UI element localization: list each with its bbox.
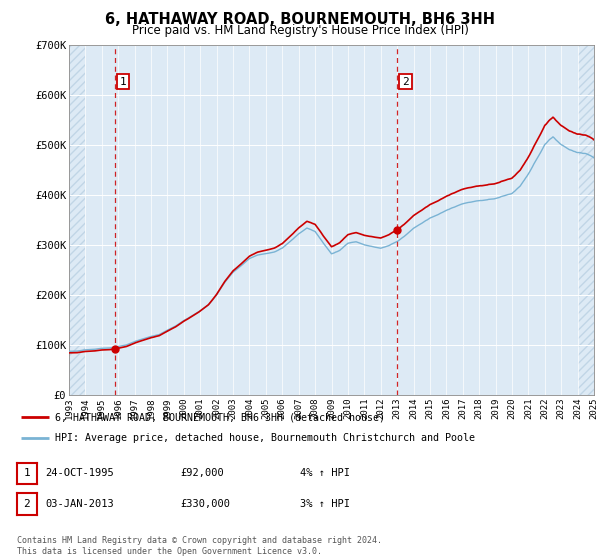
Text: Contains HM Land Registry data © Crown copyright and database right 2024.
This d: Contains HM Land Registry data © Crown c…	[17, 536, 382, 556]
Text: 1: 1	[23, 468, 30, 478]
Text: 24-OCT-1995: 24-OCT-1995	[45, 468, 114, 478]
Text: £92,000: £92,000	[180, 468, 224, 478]
Text: 3% ↑ HPI: 3% ↑ HPI	[300, 499, 350, 509]
Text: 4% ↑ HPI: 4% ↑ HPI	[300, 468, 350, 478]
Text: 6, HATHAWAY ROAD, BOURNEMOUTH, BH6 3HH: 6, HATHAWAY ROAD, BOURNEMOUTH, BH6 3HH	[105, 12, 495, 27]
Text: HPI: Average price, detached house, Bournemouth Christchurch and Poole: HPI: Average price, detached house, Bour…	[55, 433, 475, 444]
Text: 03-JAN-2013: 03-JAN-2013	[45, 499, 114, 509]
Text: Price paid vs. HM Land Registry's House Price Index (HPI): Price paid vs. HM Land Registry's House …	[131, 24, 469, 37]
Text: 1: 1	[120, 77, 127, 87]
Text: 2: 2	[402, 77, 409, 87]
Text: 2: 2	[23, 499, 30, 509]
Text: 6, HATHAWAY ROAD, BOURNEMOUTH, BH6 3HH (detached house): 6, HATHAWAY ROAD, BOURNEMOUTH, BH6 3HH (…	[55, 412, 385, 422]
Text: £330,000: £330,000	[180, 499, 230, 509]
